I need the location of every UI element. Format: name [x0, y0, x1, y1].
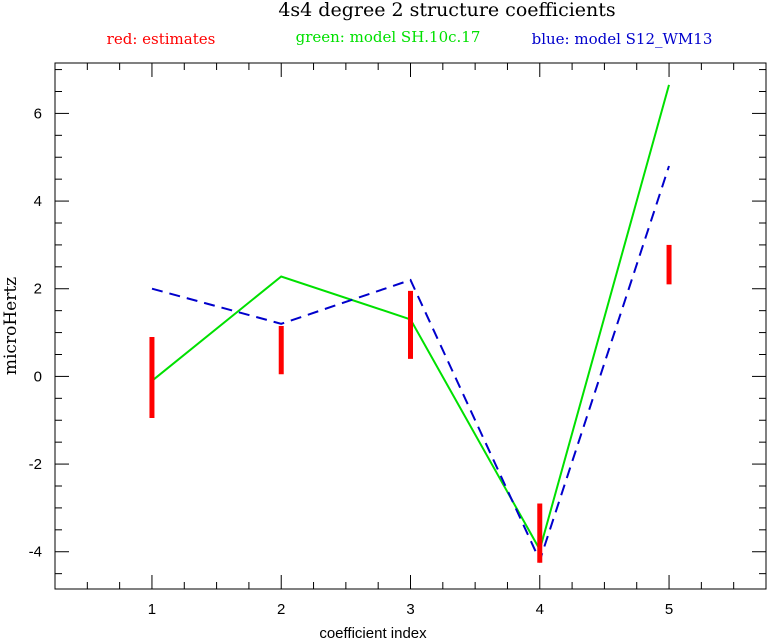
y-tick-label: 4: [34, 193, 42, 210]
axis-ticks: [54, 63, 767, 589]
x-tick-label: 4: [536, 601, 544, 618]
x-axis-label: coefficient index: [319, 625, 427, 641]
y-tick-label: -2: [29, 456, 42, 473]
y-tick-label: 6: [34, 105, 42, 122]
legend-model-s12: blue: model S12_WM13: [532, 30, 713, 48]
x-tick-label: 3: [406, 601, 414, 618]
x-tick-label: 2: [277, 601, 285, 618]
series-line-s12wm13: [151, 165, 670, 564]
y-tick-labels: -4 -2 0 2 4 6: [29, 105, 42, 560]
legend-estimates: red: estimates: [107, 30, 216, 48]
x-tick-labels: 1 2 3 4 5: [148, 601, 673, 618]
y-axis-label: microHertz: [1, 277, 21, 375]
y-tick-label: 0: [34, 368, 42, 385]
y-tick-label: 2: [34, 281, 42, 298]
y-tick-label: -4: [29, 544, 42, 561]
chart-marks: [149, 84, 672, 564]
x-tick-label: 1: [148, 601, 156, 618]
legend-model-sh: green: model SH.10c.17: [296, 28, 481, 46]
x-tick-label: 5: [665, 601, 673, 618]
chart-title: 4s4 degree 2 structure coefficients: [278, 0, 615, 21]
